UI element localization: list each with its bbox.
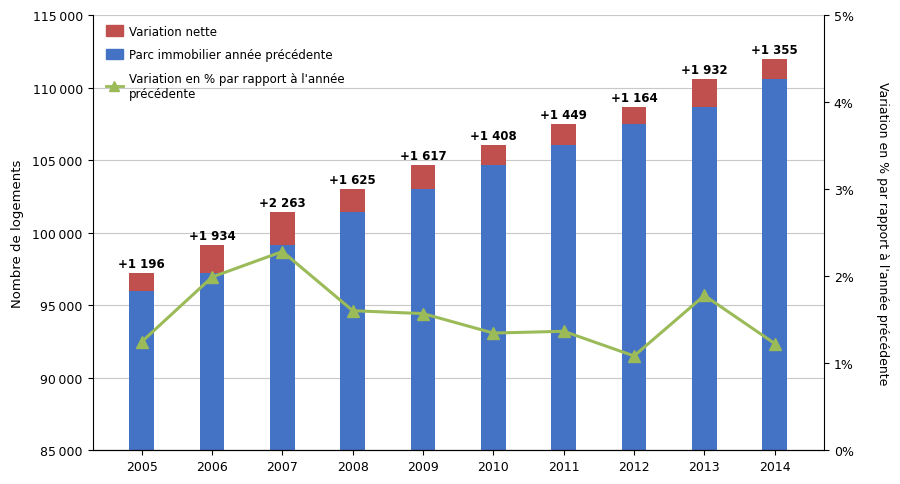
Text: +2 263: +2 263 (259, 197, 306, 210)
Text: +1 164: +1 164 (611, 92, 657, 105)
Bar (130, 274, 154, 291)
Bar (340, 213, 365, 450)
Bar (270, 246, 294, 450)
Bar (270, 213, 294, 246)
Text: +1 932: +1 932 (681, 64, 728, 77)
Text: +1 408: +1 408 (470, 130, 517, 142)
Bar (200, 274, 224, 450)
Bar (410, 189, 436, 450)
Text: +1 934: +1 934 (189, 229, 236, 242)
Bar (622, 108, 646, 125)
Bar (762, 80, 787, 450)
Bar (552, 146, 576, 450)
Legend: Variation nette, Parc immobilier année précédente, Variation en % par rapport à : Variation nette, Parc immobilier année p… (102, 22, 348, 104)
Y-axis label: Nombre de logements: Nombre de logements (11, 159, 24, 307)
Text: +1 355: +1 355 (752, 44, 798, 57)
Bar (622, 125, 646, 450)
Bar (410, 166, 436, 189)
Bar (552, 125, 576, 146)
Bar (692, 108, 716, 450)
Bar (482, 146, 506, 166)
Bar (692, 80, 716, 108)
Text: +1 449: +1 449 (540, 108, 587, 121)
Bar (482, 166, 506, 450)
Y-axis label: Variation en % par rapport à l'année précédente: Variation en % par rapport à l'année pré… (876, 82, 889, 384)
Bar (762, 60, 787, 80)
Text: +1 625: +1 625 (329, 173, 376, 186)
Bar (340, 189, 365, 213)
Text: +1 196: +1 196 (119, 257, 165, 271)
Bar (130, 291, 154, 450)
Text: +1 617: +1 617 (400, 150, 446, 163)
Bar (200, 246, 224, 274)
